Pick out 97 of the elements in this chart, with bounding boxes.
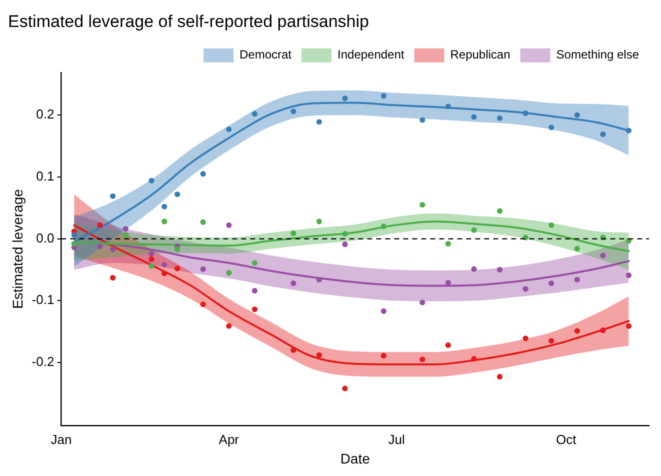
point: [252, 288, 258, 294]
point: [174, 246, 180, 252]
point: [548, 124, 554, 130]
point: [148, 178, 154, 184]
point: [420, 117, 426, 123]
point: [226, 126, 232, 132]
point: [600, 252, 606, 258]
x-tick-label: Jul: [388, 432, 405, 447]
point: [471, 227, 477, 233]
point: [600, 131, 606, 138]
point: [496, 208, 503, 214]
point: [445, 342, 451, 348]
point: [574, 328, 580, 334]
point: [71, 232, 77, 238]
point: [97, 243, 103, 250]
point: [626, 128, 632, 134]
point: [420, 356, 426, 362]
point: [252, 260, 258, 266]
point: [316, 352, 322, 358]
y-axis-title: Estimated leverage: [9, 188, 26, 309]
chart-title: Estimated leverage of self-reported partisanship: [8, 12, 369, 31]
point: [548, 222, 554, 228]
point: [574, 112, 580, 118]
point: [162, 218, 168, 224]
point: [445, 104, 451, 110]
point: [496, 115, 503, 121]
x-tick-label: Apr: [218, 432, 240, 447]
point: [252, 306, 258, 312]
point: [471, 266, 477, 272]
point: [200, 302, 206, 308]
point: [342, 386, 348, 392]
point: [200, 266, 206, 272]
legend-label: Something else: [556, 48, 640, 62]
point: [626, 323, 632, 329]
point: [626, 272, 632, 278]
point: [97, 222, 103, 228]
point: [522, 110, 528, 116]
point: [174, 266, 180, 272]
point: [148, 263, 154, 269]
x-axis-title: Date: [340, 450, 370, 466]
x-tick-label: Oct: [556, 432, 577, 447]
point: [226, 323, 232, 329]
point: [290, 347, 296, 353]
point: [380, 224, 386, 230]
point: [290, 230, 296, 236]
point: [226, 222, 232, 228]
point: [148, 250, 154, 256]
point: [420, 202, 426, 208]
point: [316, 119, 322, 125]
point: [252, 111, 258, 117]
point: [110, 246, 116, 252]
point: [342, 242, 348, 248]
line-series: [73, 224, 630, 366]
point: [522, 336, 528, 342]
point: [420, 300, 426, 306]
point: [496, 266, 503, 273]
point: [380, 93, 386, 99]
point: [162, 204, 168, 210]
point: [71, 240, 77, 247]
y-tick-label: 0.1: [36, 168, 54, 184]
point: [148, 256, 154, 262]
legend-label: Democrat: [239, 48, 292, 62]
point: [471, 114, 477, 120]
point: [200, 219, 206, 225]
point: [200, 171, 206, 177]
point: [122, 232, 128, 238]
legend-label: Independent: [338, 48, 405, 62]
point: [445, 240, 451, 247]
point: [380, 308, 386, 314]
point: [110, 193, 116, 199]
point: [548, 338, 554, 344]
point: [174, 191, 180, 198]
point: [290, 280, 296, 286]
point: [574, 246, 580, 252]
point: [342, 96, 348, 102]
y-tick-label: -0.2: [32, 354, 54, 370]
point: [162, 262, 168, 268]
point: [316, 276, 322, 282]
point: [162, 270, 168, 276]
y-tick-label: 0.2: [36, 106, 54, 122]
point: [122, 226, 128, 232]
point: [110, 274, 116, 281]
point: [380, 352, 386, 359]
point: [574, 276, 580, 282]
point: [316, 218, 322, 224]
point: [290, 108, 296, 114]
legend-label: Republican: [450, 48, 510, 62]
point: [548, 280, 554, 286]
point: [496, 374, 503, 380]
point: [522, 286, 528, 292]
y-tick-label: -0.1: [32, 292, 54, 308]
point: [342, 231, 348, 237]
y-tick-label: 0.0: [36, 230, 54, 246]
point: [226, 270, 232, 276]
x-tick-label: Jan: [50, 432, 72, 447]
point: [471, 356, 477, 362]
point: [600, 328, 606, 334]
